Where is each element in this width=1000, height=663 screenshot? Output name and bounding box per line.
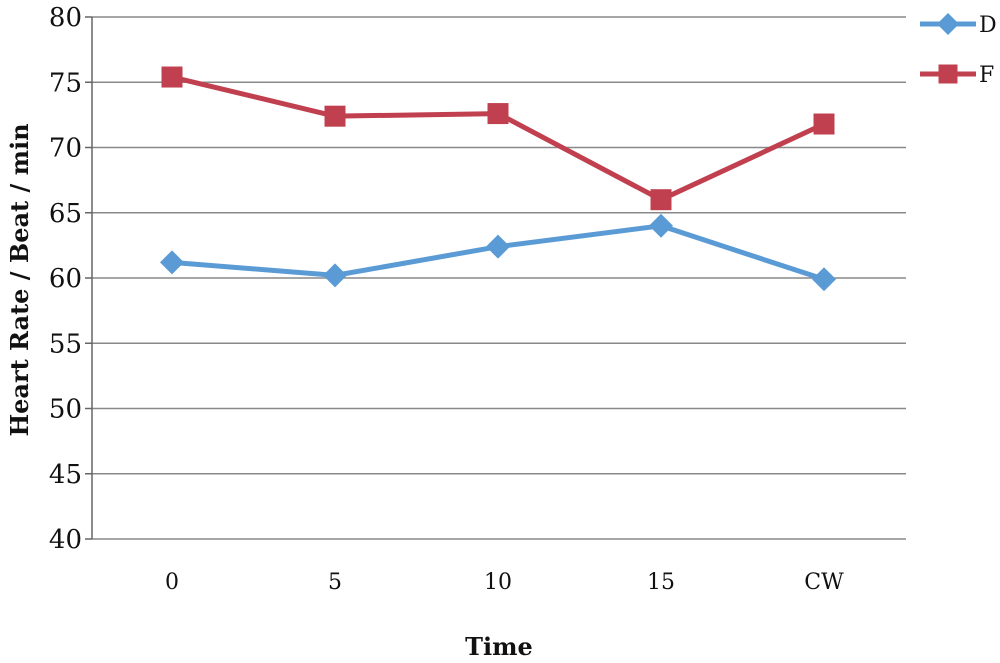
y-tick-label: 70 xyxy=(49,134,82,164)
legend-item-F: F xyxy=(920,63,994,88)
y-tick-label: 55 xyxy=(49,329,82,359)
y-tick-label: 75 xyxy=(49,68,82,98)
legend-label: F xyxy=(979,63,994,88)
series-line-F xyxy=(171,74,826,203)
x-tick-label: 0 xyxy=(165,570,179,595)
y-tick-label: 50 xyxy=(49,395,82,425)
legend: DF xyxy=(920,13,997,88)
y-tick-label: 40 xyxy=(49,525,82,555)
y-tick-label: 60 xyxy=(49,264,82,294)
x-axis-ticks: 0 5 10 15 CW xyxy=(165,570,844,595)
data-point-D xyxy=(486,234,510,259)
legend-marker xyxy=(937,13,959,35)
data-point-F xyxy=(487,103,509,125)
data-point-D xyxy=(812,267,836,292)
legend-item-D: D xyxy=(920,13,997,38)
data-point-D xyxy=(323,263,347,288)
y-tick-label: 45 xyxy=(49,460,82,490)
legend-label: D xyxy=(979,13,997,38)
legend-marker xyxy=(938,64,958,84)
x-axis-title: Time xyxy=(465,632,533,661)
y-axis-title: Heart Rate / Beat / min xyxy=(5,123,34,436)
x-tick-label: 10 xyxy=(484,570,512,595)
data-point-F xyxy=(650,189,672,211)
y-axis-ticks: 40 45 50 55 60 65 70 75 80 xyxy=(49,3,92,555)
grid-lines xyxy=(92,16,906,540)
y-tick-label: 80 xyxy=(49,3,82,33)
x-tick-label: 5 xyxy=(328,570,342,595)
data-point-D xyxy=(649,213,673,238)
y-tick-label: 65 xyxy=(49,199,82,229)
x-tick-label: CW xyxy=(804,570,844,595)
series-F xyxy=(161,66,835,211)
data-point-F xyxy=(161,66,183,88)
data-point-D xyxy=(160,250,184,275)
data-point-F xyxy=(324,105,346,127)
x-tick-label: 15 xyxy=(647,570,675,595)
series-layer xyxy=(160,66,836,292)
series-D xyxy=(160,213,836,292)
data-point-F xyxy=(813,113,835,135)
